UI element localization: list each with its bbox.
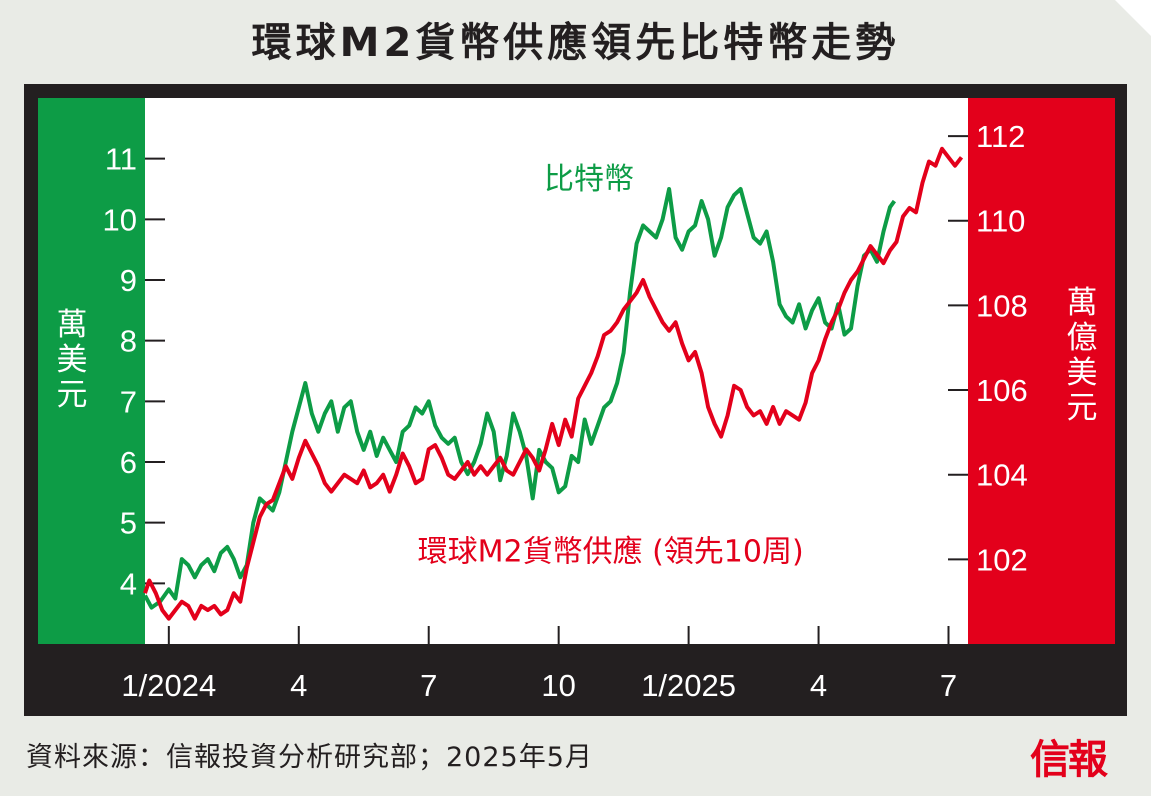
- right-tick-label: 112: [976, 119, 1025, 154]
- right-tick-label: 102: [976, 542, 1028, 577]
- x-tick-label: 7: [940, 668, 957, 703]
- series-layer: [143, 146, 964, 621]
- left-tick-label: 11: [105, 142, 137, 177]
- x-tick-label: 10: [541, 668, 575, 703]
- chart-title: 環球M2貨幣供應領先比特幣走勢: [251, 20, 900, 66]
- left-tick-label: 5: [120, 506, 137, 541]
- source-note: 資料來源：信報投資分析研究部；2025年5月: [26, 742, 593, 773]
- plot-area: [145, 98, 968, 644]
- left-tick-label: 7: [120, 384, 137, 419]
- m2-label: 環球M2貨幣供應 (領先10周): [418, 534, 804, 569]
- right-tick-label: 108: [976, 288, 1028, 323]
- tick-label-layer: 4 5 6 7 8 9 10 11 102 104 106 108 110 112 1/2024 4 7 10 1/…: [103, 119, 1028, 703]
- x-tick-label: 7: [420, 668, 437, 703]
- corner-fold: [1115, 0, 1151, 36]
- right-axis-panel: [968, 98, 1115, 644]
- x-tick-label: 1/2025: [641, 668, 736, 703]
- left-tick-label: 4: [120, 566, 137, 601]
- left-axis-unit: 萬美元: [56, 307, 88, 413]
- x-tick-label: 4: [290, 668, 307, 703]
- right-axis-unit: 萬億美元: [1066, 285, 1098, 426]
- left-tick-label: 9: [120, 263, 137, 298]
- hkej-logo: 信報: [1030, 736, 1108, 783]
- right-tick-label: 106: [976, 373, 1028, 408]
- left-tick-label: 8: [120, 324, 137, 359]
- bitcoin-label: 比特幣: [544, 162, 634, 197]
- x-tick-label: 1/2024: [121, 668, 216, 703]
- x-tick-label: 4: [810, 668, 827, 703]
- left-tick-label: 6: [120, 445, 137, 480]
- m2-series-line: [143, 146, 964, 621]
- right-tick-label: 110: [976, 204, 1025, 239]
- right-tick-label: 104: [976, 458, 1028, 493]
- left-tick-label: 10: [103, 202, 137, 237]
- tick-layer: [145, 135, 968, 644]
- bitcoin-series-line: [143, 187, 897, 610]
- left-axis-panel: [38, 98, 145, 644]
